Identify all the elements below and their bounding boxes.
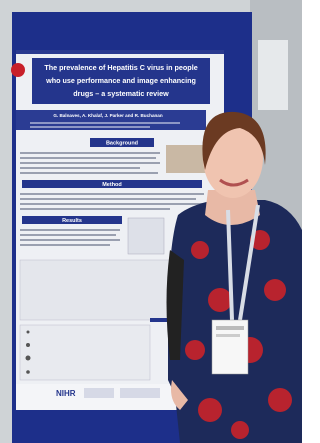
results-table [20, 260, 170, 320]
badge-text [216, 334, 240, 337]
section-title: Results [62, 218, 82, 224]
authors: G. Balnaves, A. Khalaf, J. Parker and R.… [53, 113, 163, 118]
affiliation [30, 122, 180, 124]
page: {"poster": {"title_lines": ["The prevale… [0, 0, 302, 443]
footer-logo-text [120, 388, 160, 398]
forest-plot [20, 325, 150, 380]
photo: The prevalence of Hepatitis C virus in p… [0, 0, 302, 443]
window [258, 40, 288, 110]
poster-title: who use performance and image enhancing [45, 76, 196, 85]
section-title: Background [106, 140, 138, 146]
poster-title: The prevalence of Hepatitis C virus in p… [44, 63, 197, 72]
footer-logo: NIHR [56, 389, 76, 398]
badge-text [216, 326, 244, 330]
poster-photo [166, 145, 206, 173]
poster-title: drugs – a systematic review [73, 89, 169, 98]
section-title: Method [102, 182, 122, 188]
logo-mark [11, 63, 25, 77]
poster-top-band [16, 50, 224, 54]
footer-logo-text [84, 388, 114, 398]
flowchart [128, 218, 164, 254]
affiliation [30, 126, 150, 128]
